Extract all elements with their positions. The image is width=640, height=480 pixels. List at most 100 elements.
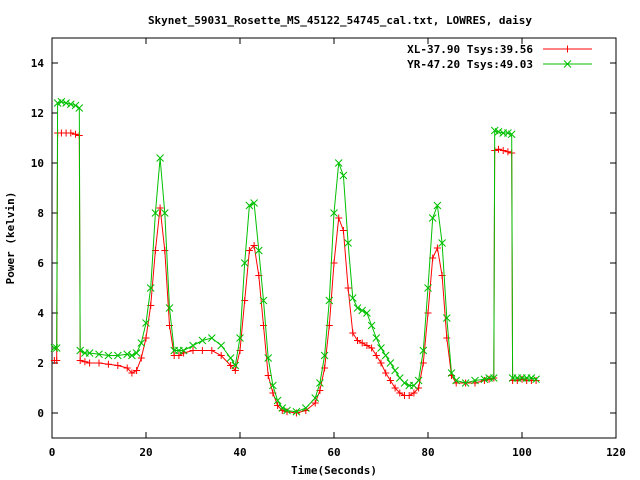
data-point-0 — [377, 359, 385, 367]
data-point-1 — [283, 406, 291, 415]
data-point-0 — [495, 145, 502, 153]
data-point-1-d2 — [250, 199, 258, 207]
data-point-0 — [264, 372, 272, 379]
data-point-0 — [410, 389, 418, 397]
data-point-1-d2 — [269, 381, 277, 390]
data-point-1 — [207, 334, 216, 342]
data-point-1 — [198, 336, 207, 345]
data-point-0 — [156, 204, 164, 212]
data-point-1 — [151, 209, 160, 217]
data-point-1-d2 — [137, 339, 146, 347]
data-point-1-d2 — [386, 359, 395, 367]
data-point-0 — [72, 130, 79, 138]
data-point-0 — [382, 369, 390, 377]
data-point-1-d2 — [254, 246, 263, 255]
data-point-1-d2 — [189, 341, 197, 350]
data-point-0 — [250, 242, 258, 249]
data-point-1 — [471, 376, 479, 385]
y-tick-label: 6 — [37, 257, 44, 270]
x-tick-label: 60 — [327, 446, 340, 459]
data-point-1-d2 — [71, 101, 80, 110]
data-point-1 — [301, 404, 310, 412]
data-point-0 — [292, 409, 300, 417]
data-point-0 — [339, 227, 347, 234]
data-point-0 — [175, 352, 183, 359]
data-point-1 — [372, 334, 381, 342]
data-point-1-d2 — [179, 346, 188, 355]
data-point-1-d2 — [75, 104, 84, 112]
data-point-1 — [363, 309, 371, 317]
data-point-0 — [86, 359, 94, 367]
data-point-1-d2 — [151, 209, 160, 217]
data-point-1-d2 — [283, 406, 291, 415]
data-point-1-d2 — [377, 344, 385, 352]
data-point-1-d2 — [320, 351, 329, 360]
x-tick-label: 100 — [512, 446, 532, 459]
data-point-1-d2 — [330, 209, 338, 217]
data-point-1 — [344, 239, 352, 247]
x-tick-label: 20 — [139, 446, 152, 459]
data-point-1 — [156, 154, 164, 162]
data-point-1 — [391, 366, 399, 375]
data-point-1-d2 — [273, 396, 282, 405]
data-point-1-d2 — [311, 394, 320, 402]
data-point-1-d2 — [259, 296, 268, 305]
data-point-0 — [335, 214, 343, 222]
data-point-1 — [353, 304, 362, 312]
data-point-1-d2 — [325, 296, 334, 305]
data-point-1-d2 — [471, 376, 479, 385]
data-point-1 — [128, 351, 136, 360]
data-point-0 — [133, 367, 141, 374]
data-point-1 — [452, 376, 461, 385]
data-point-0 — [358, 339, 366, 347]
data-point-1-d2 — [400, 379, 409, 387]
data-point-1 — [85, 349, 94, 357]
axes: 0 20 40 60 80 100 120 0 2 4 6 8 10 12 14 — [31, 38, 626, 459]
data-point-1-d2 — [442, 314, 451, 322]
data-point-0 — [386, 377, 394, 384]
data-point-1 — [507, 130, 516, 139]
legend-label-xl: XL-37.90 Tsys:39.56 — [407, 43, 533, 56]
data-point-1 — [236, 334, 244, 342]
chart-title: Skynet_59031_Rosette_MS_45122_54745_cal.… — [148, 14, 532, 27]
data-point-1-d2 — [447, 369, 456, 377]
data-point-1 — [76, 346, 85, 355]
data-point-1 — [442, 314, 451, 322]
data-point-0 — [231, 367, 239, 374]
data-point-1 — [381, 351, 390, 360]
data-point-1-d2 — [344, 239, 352, 247]
data-point-1 — [419, 346, 428, 355]
data-point-1 — [278, 404, 287, 412]
data-point-1-d2 — [395, 374, 404, 382]
data-point-0 — [245, 247, 253, 254]
y-tick-label: 2 — [37, 357, 44, 370]
data-point-1-d2 — [198, 336, 207, 345]
data-point-1 — [339, 171, 348, 180]
data-point-0 — [354, 337, 361, 344]
data-point-1 — [231, 361, 240, 370]
legend-marker-1-d2 — [563, 60, 572, 68]
data-point-1 — [142, 319, 150, 327]
data-point-1-d2 — [316, 379, 324, 387]
data-point-1 — [245, 201, 254, 210]
data-point-0 — [443, 334, 451, 342]
data-point-0 — [123, 364, 131, 372]
data-point-1-d2 — [527, 374, 536, 382]
data-point-1-d2 — [76, 346, 85, 355]
data-point-1 — [334, 159, 343, 167]
data-point-1 — [447, 369, 456, 377]
data-point-1 — [311, 394, 320, 402]
data-point-0 — [433, 244, 441, 252]
data-point-1-d2 — [504, 129, 512, 137]
data-point-1 — [400, 379, 409, 387]
data-point-1 — [57, 97, 66, 106]
data-point-1 — [165, 304, 174, 312]
series-1 — [50, 97, 540, 416]
data-point-0 — [485, 375, 493, 383]
data-point-1 — [428, 214, 437, 222]
y-axis-label: Power (kelvin) — [4, 192, 17, 285]
data-point-1 — [386, 359, 395, 367]
data-point-0 — [283, 408, 291, 416]
data-point-1-d2 — [240, 259, 249, 267]
